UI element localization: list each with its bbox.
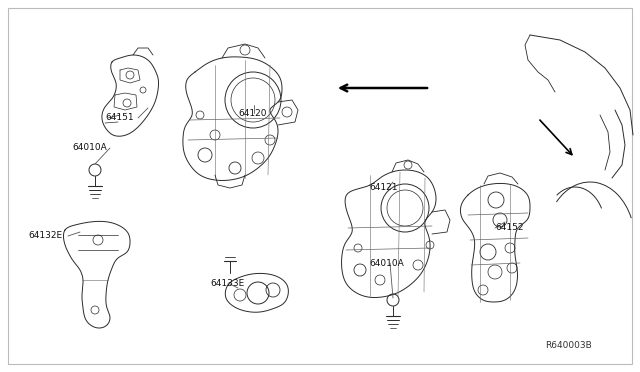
Text: 64121: 64121 <box>369 183 397 192</box>
Text: 64151: 64151 <box>105 113 134 122</box>
Text: 64133E: 64133E <box>210 279 244 288</box>
Text: 64120: 64120 <box>238 109 266 118</box>
Text: 64010A: 64010A <box>369 259 404 267</box>
Text: R640003B: R640003B <box>545 340 592 350</box>
Text: 64010A: 64010A <box>72 144 107 153</box>
Text: 64132E: 64132E <box>28 231 62 241</box>
Text: 64152: 64152 <box>495 224 524 232</box>
